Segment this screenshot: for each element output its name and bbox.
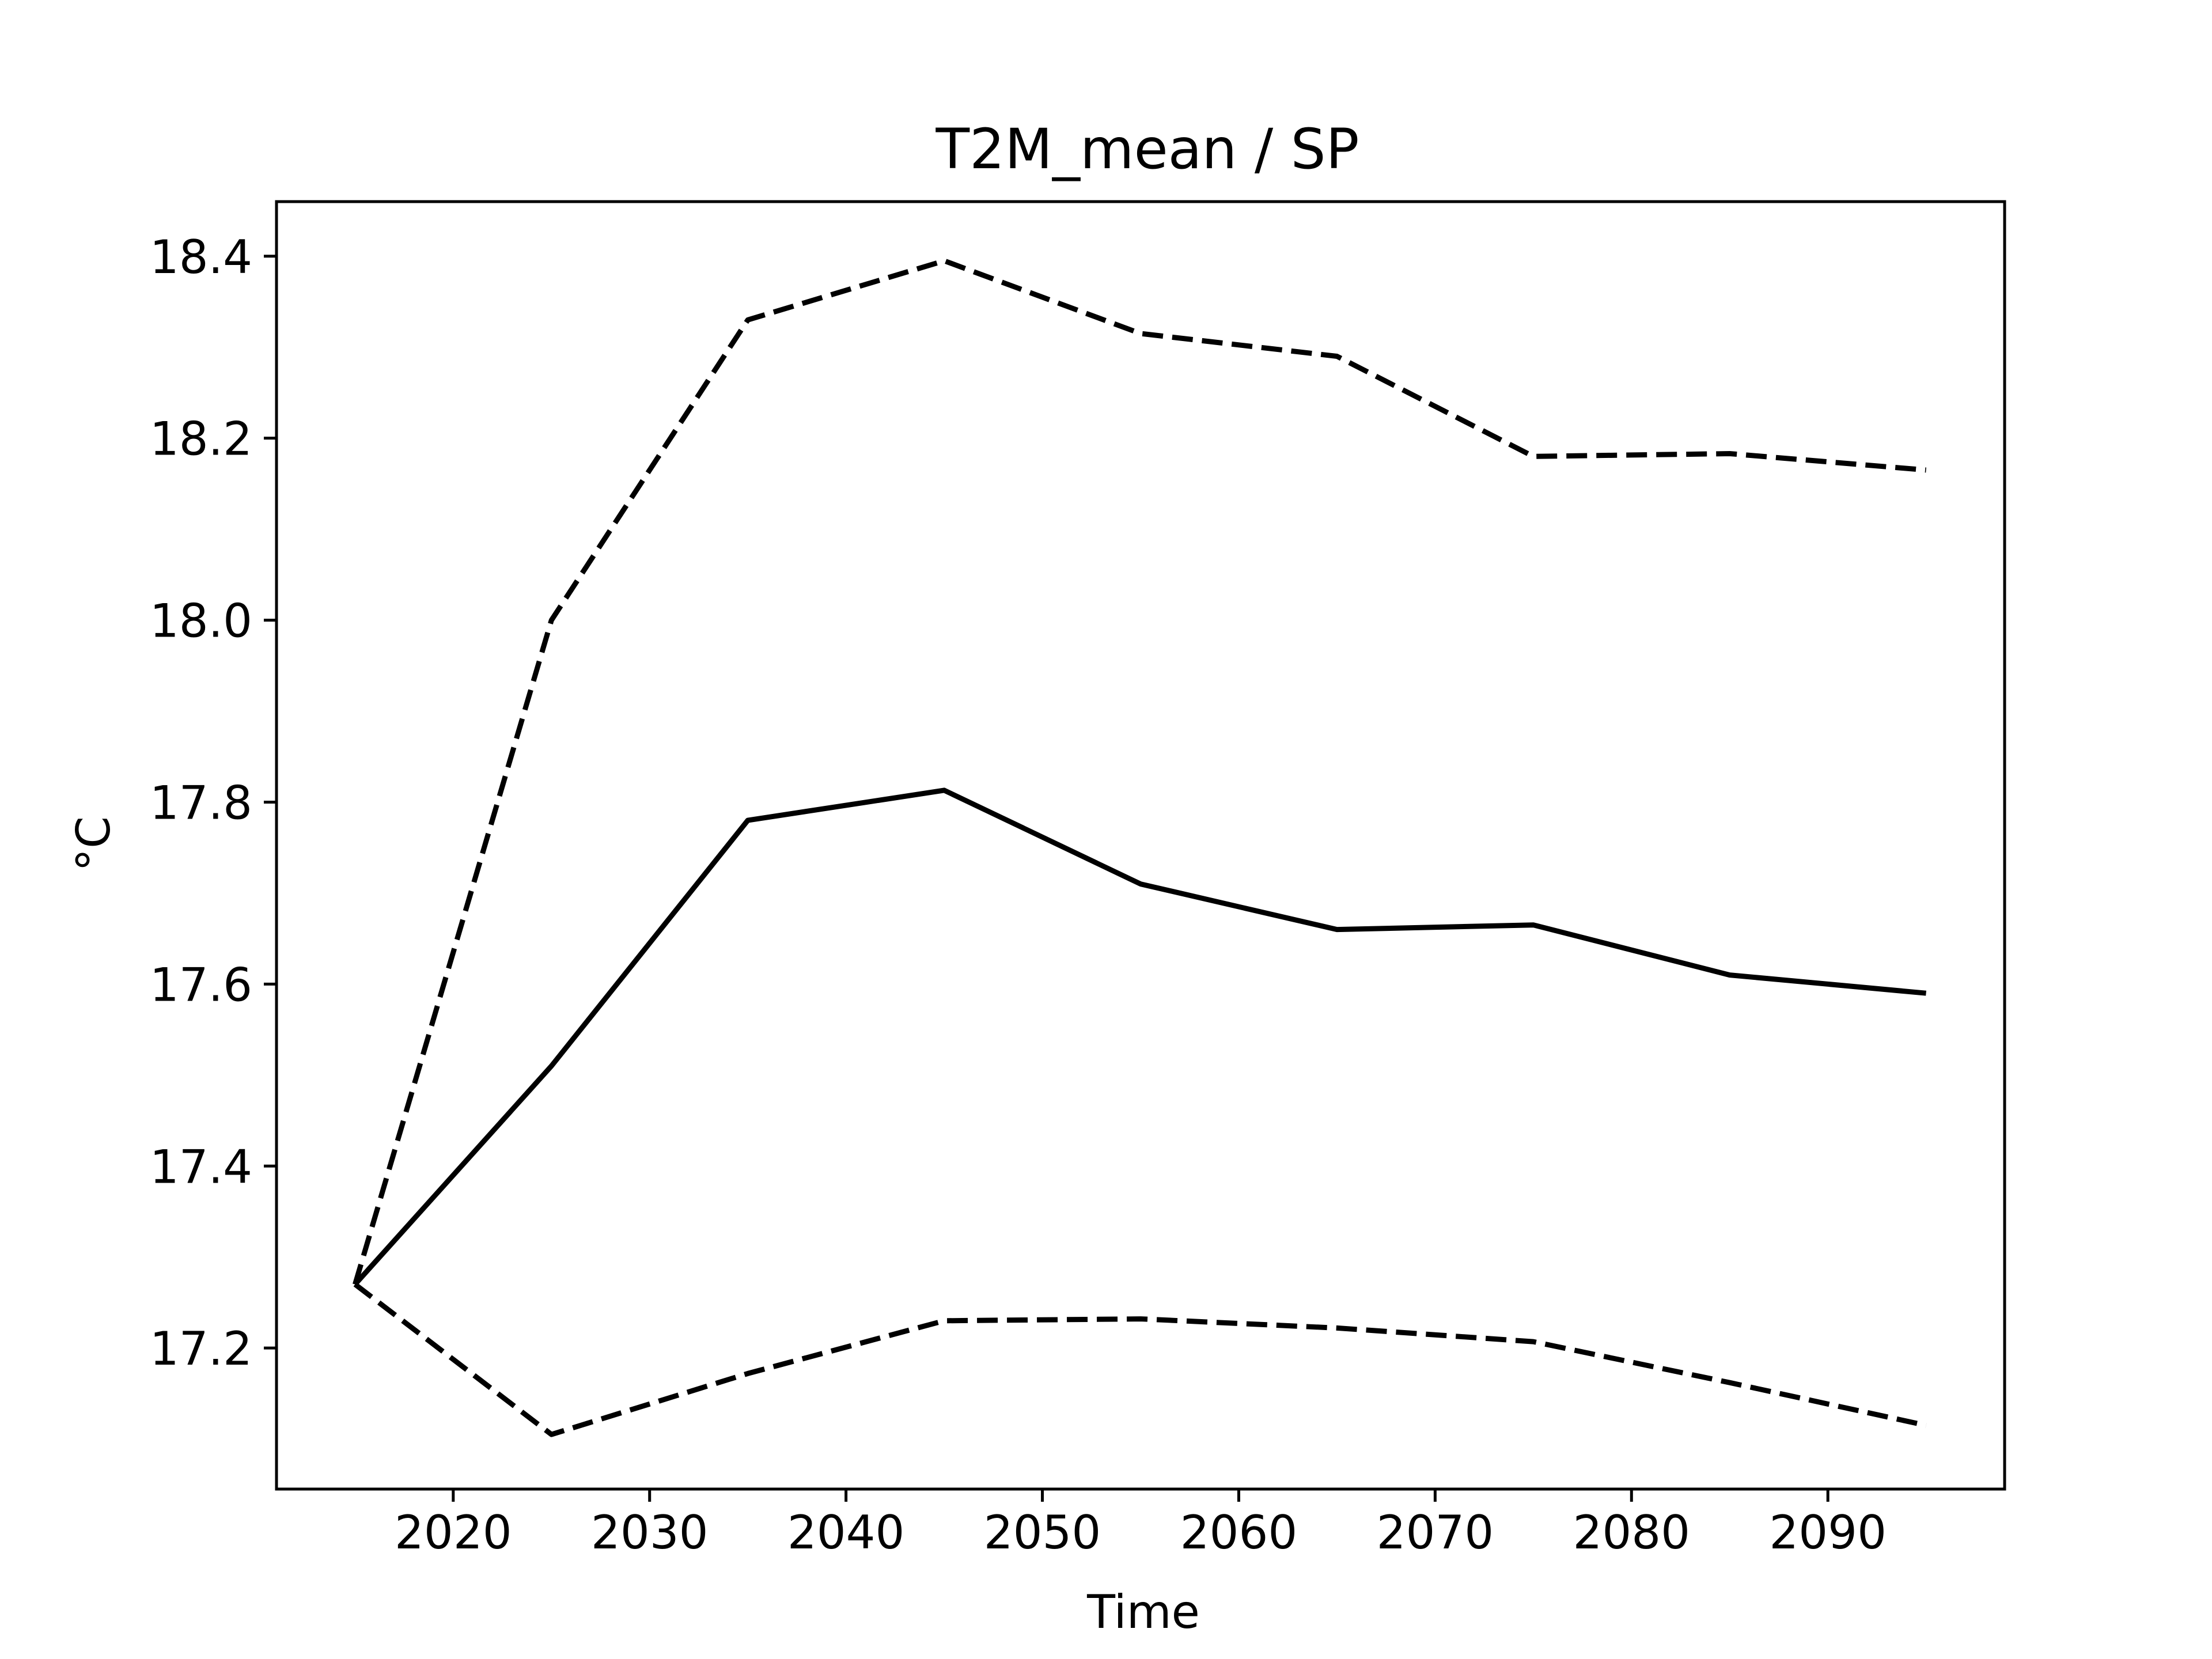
x-axis-label: Time (1086, 1585, 1200, 1639)
mean-line (353, 787, 1927, 1286)
y-tick-label: 18.0 (150, 594, 252, 648)
ticks-layer: 2020 2030 2040 2050 2060 2070 2080 2090 17.2 17.4… (150, 230, 1887, 1559)
y-tick-label: 17.4 (150, 1140, 252, 1194)
plot-frame (275, 200, 2006, 1491)
y-axis-label: °C (67, 816, 120, 872)
x-tick-label: 2070 (1377, 1506, 1494, 1559)
chart-title: T2M_mean / SP (935, 117, 1359, 181)
x-tick-label: 2040 (787, 1506, 905, 1559)
series-layer (353, 258, 1927, 1437)
x-tick-label: 2060 (1180, 1506, 1298, 1559)
x-tick-label: 2020 (395, 1506, 512, 1559)
lower-bound-line (353, 1282, 1927, 1437)
x-tick-label: 2090 (1769, 1506, 1887, 1559)
y-tick-label: 18.2 (150, 412, 252, 466)
y-tick-label: 17.2 (150, 1322, 252, 1376)
x-tick-label: 2030 (591, 1506, 709, 1559)
y-tick-label: 17.8 (150, 776, 252, 830)
x-tick-label: 2080 (1573, 1506, 1690, 1559)
y-tick-label: 17.6 (150, 958, 252, 1012)
upper-bound-line (353, 258, 1926, 1285)
x-tick-label: 2050 (984, 1506, 1101, 1559)
y-tick-label: 18.4 (150, 230, 252, 284)
